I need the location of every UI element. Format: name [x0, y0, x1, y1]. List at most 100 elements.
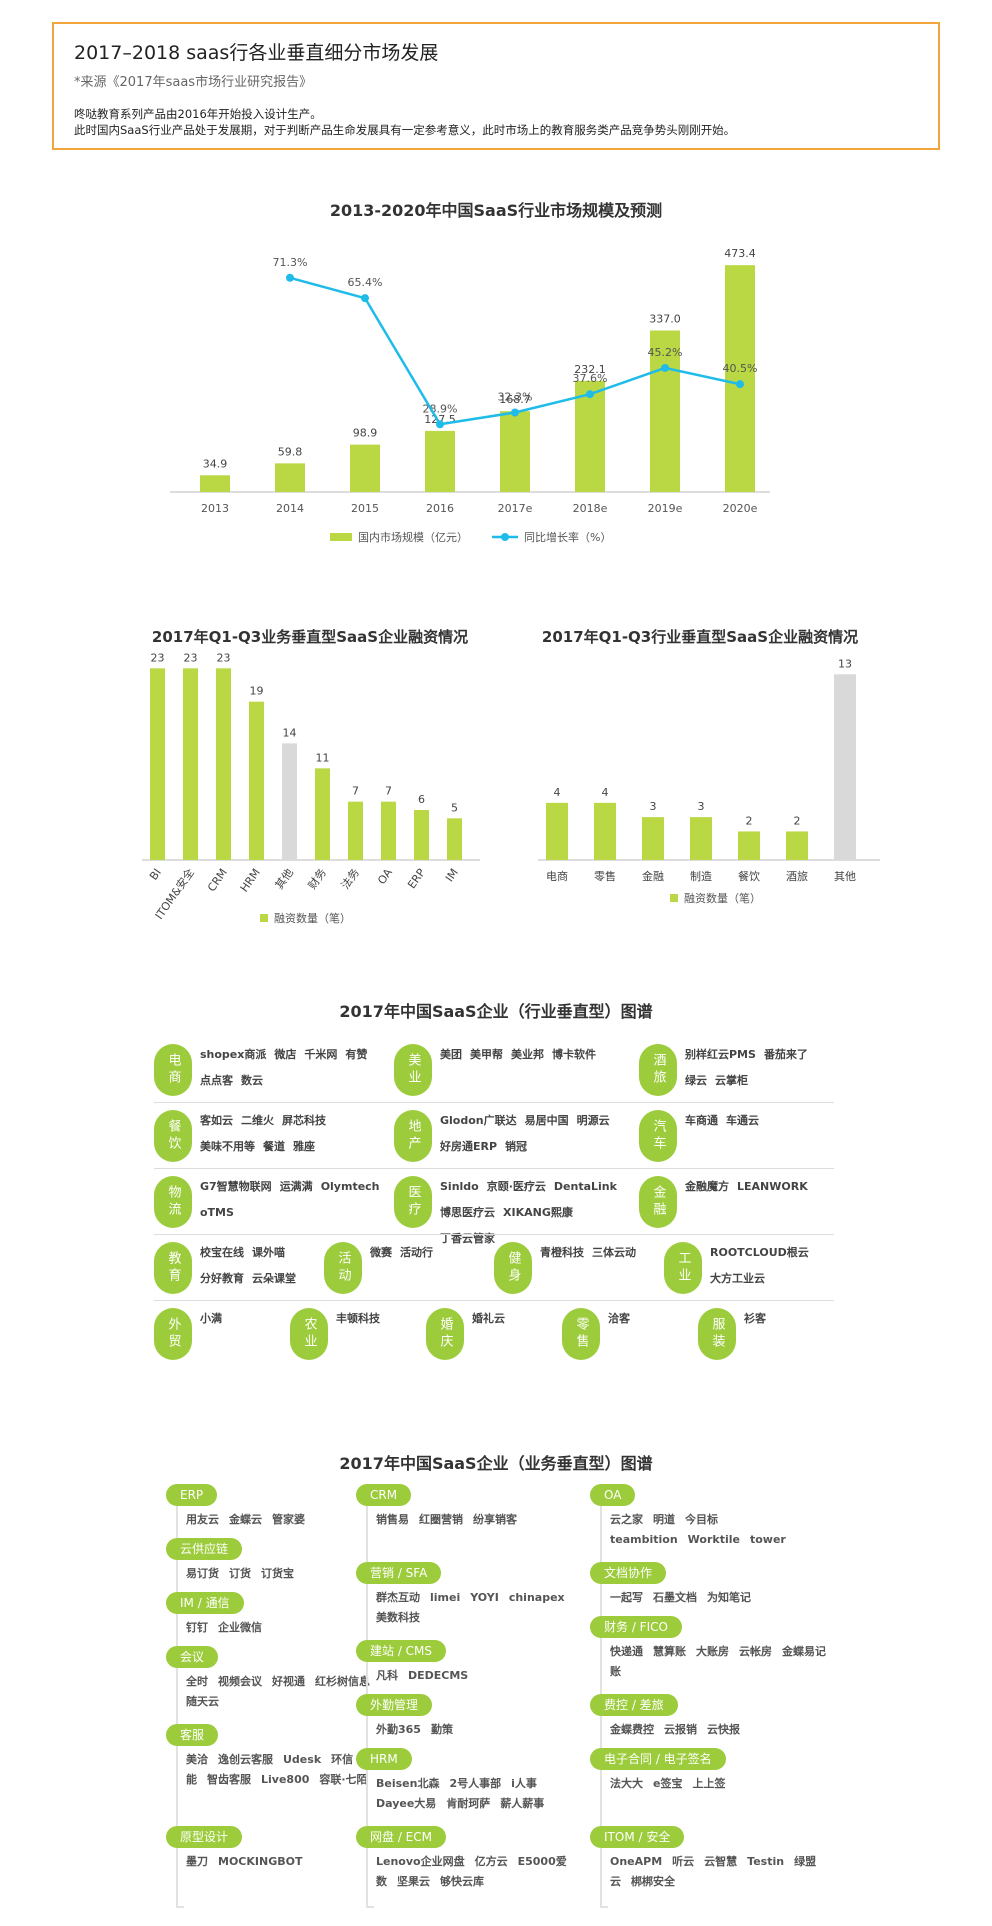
brand-logo: 车商通: [685, 1114, 718, 1127]
brand-logo: 美业邦: [511, 1048, 544, 1061]
brand-logo: 容联·七陌: [319, 1773, 368, 1786]
brand-logo: E5000爱数: [376, 1855, 567, 1888]
industry-brands: 洽客: [608, 1306, 694, 1332]
category-pill: ITOM / 安全: [590, 1826, 685, 1848]
brand-logo: tower: [749, 1533, 786, 1546]
brand-logo: 凡科: [376, 1669, 398, 1682]
industry-brands: 小满: [200, 1306, 286, 1332]
category-logos: 凡科 DEDECMS: [376, 1666, 576, 1686]
industry-label: 外贸: [154, 1308, 192, 1360]
brand-logo: 销售易: [376, 1513, 409, 1526]
bar: [381, 801, 396, 860]
industry-brands: 车商通 车通云: [685, 1108, 830, 1134]
category-pill: 外勤管理: [356, 1694, 433, 1716]
brand-logo: i人事: [511, 1777, 537, 1790]
industry-cell: 美业 美团 美甲帮 美业邦 博卡软件: [394, 1038, 639, 1100]
brand-logo: DEDECMS: [408, 1669, 469, 1682]
legend-line-point: [501, 533, 509, 541]
category-pill: 网盘 / ECM: [356, 1826, 446, 1848]
brand-logo: 别样红云PMS: [685, 1048, 756, 1061]
brand-logo: Testin: [747, 1855, 785, 1868]
brand-logo: 全时: [186, 1675, 208, 1688]
header-source: *来源《2017年saas市场行业研究报告》: [74, 75, 313, 90]
brand-logo: e签宝: [653, 1777, 683, 1790]
bar: [447, 818, 462, 860]
brand-logo: 三体云动: [592, 1246, 636, 1259]
industry-brands: 衫客: [744, 1306, 830, 1332]
industry-label: 健身: [494, 1242, 532, 1294]
industry-cell: 物流 G7智慧物联网 运满满 Olymtech oTMS: [154, 1170, 394, 1232]
legend-bar-swatch: [330, 533, 352, 541]
bar-value-label: 232.1: [574, 363, 606, 376]
industry-brands: G7智慧物联网 运满满 Olymtech oTMS: [200, 1174, 390, 1226]
chart-title: 2017年Q1-Q3业务垂直型SaaS企业融资情况: [152, 628, 468, 646]
rate-label: 71.3%: [273, 256, 308, 269]
brand-logo: 分好教育: [200, 1272, 244, 1285]
industry-cell: 餐饮 客如云 二维火 屏芯科技美味不用等 餐道 雅座: [154, 1104, 394, 1166]
x-tick-label: 其他: [273, 866, 296, 891]
bar-value-label: 34.9: [203, 457, 228, 470]
brand-logo: 数云: [241, 1074, 263, 1087]
industry-cell: 外贸 小满: [154, 1302, 290, 1364]
bar-value-label: 11: [316, 751, 330, 764]
industry-label: 地产: [394, 1110, 432, 1162]
brand-logo: 为知笔记: [707, 1591, 751, 1604]
category-logos: 云之家 明道 今目标 teambition Worktile tower: [610, 1510, 830, 1550]
brand-logo: Dayee大易: [376, 1797, 437, 1810]
brand-logo: 运满满: [279, 1180, 313, 1193]
report-header: 2017–2018 saas行各业垂直细分市场发展 *来源《2017年saas市…: [52, 22, 940, 150]
brand-logo: 活动行: [400, 1246, 433, 1259]
category-pill: 建站 / CMS: [356, 1640, 447, 1662]
brand-logo: DentaLink: [553, 1180, 617, 1193]
industry-cell: 酒旅 别样红云PMS 番茄来了绿云 云掌柜: [639, 1038, 834, 1100]
brand-logo: 随天云: [186, 1695, 219, 1708]
legend-bar-label: 国内市场规模（亿元）: [358, 530, 468, 544]
rate-point: [736, 380, 744, 389]
category-pill: 电子合同 / 电子签名: [590, 1748, 726, 1770]
bar: [282, 743, 297, 860]
brand-logo: oTMS: [200, 1206, 234, 1219]
brand-logo: 逸创云客服: [218, 1753, 273, 1766]
bar: [315, 768, 330, 860]
category-pill: CRM: [356, 1484, 412, 1506]
bar-value-label: 13: [838, 657, 852, 670]
bar-value-label: 23: [151, 651, 165, 664]
brand-logo: XIKANG熙康: [503, 1206, 573, 1219]
industry-brands: 青橙科技 三体云动: [540, 1240, 660, 1266]
brand-logo: 快递通: [610, 1645, 643, 1658]
brand-logo: 京颐·医疗云: [486, 1180, 546, 1193]
bar: [200, 475, 230, 492]
header-desc-1: 咚哒教育系列产品由2016年开始投入设计生产。: [74, 107, 322, 121]
brand-logo: limei: [430, 1591, 461, 1604]
industry-label: 酒旅: [639, 1044, 677, 1096]
bar-value-label: 2: [746, 814, 753, 827]
brand-logo: 课外喵: [252, 1246, 285, 1259]
bar: [414, 810, 429, 860]
brand-logo: 金蝶易记账: [610, 1645, 826, 1678]
brand-logo: 婚礼云: [472, 1312, 505, 1325]
bar-value-label: 3: [650, 800, 657, 813]
brand-logo: Udesk: [283, 1753, 322, 1766]
category-pill: 财务 / FICO: [590, 1616, 682, 1638]
brand-logo: 博思医疗云: [440, 1206, 495, 1219]
brand-logo: LEANWORK: [737, 1180, 808, 1193]
industry-label: 农业: [290, 1308, 328, 1360]
industry-label: 医疗: [394, 1176, 432, 1228]
row-separator: [154, 1102, 834, 1103]
brand-logo: 美甲帮: [470, 1048, 503, 1061]
industry-cell: 婚庆 婚礼云: [426, 1302, 562, 1364]
brand-logo: 美数科技: [376, 1611, 420, 1624]
brand-logo: 丰顿科技: [336, 1312, 380, 1325]
industry-brands: 别样红云PMS 番茄来了绿云 云掌柜: [685, 1042, 830, 1094]
brand-logo: 够快云库: [440, 1875, 484, 1888]
brand-logo: 企业微信: [218, 1621, 262, 1634]
bar: [642, 817, 664, 860]
x-tick-label: 2020e: [723, 502, 758, 515]
brand-logo: 一起写: [610, 1591, 643, 1604]
brand-logo: G7智慧物联网: [200, 1180, 272, 1193]
industry-label: 金融: [639, 1176, 677, 1228]
category-logos: 全时 视频会议 好视通 红杉树信息随天云: [186, 1672, 386, 1712]
bar-value-label: 473.4: [724, 247, 756, 260]
brand-logo: 校宝在线: [200, 1246, 244, 1259]
bar-value-label: 6: [418, 793, 425, 806]
